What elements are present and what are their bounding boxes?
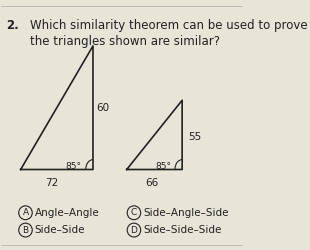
- Text: 60: 60: [97, 103, 110, 113]
- Text: Side–Angle–Side: Side–Angle–Side: [143, 208, 228, 218]
- Text: D: D: [131, 226, 137, 234]
- Text: Side–Side–Side: Side–Side–Side: [143, 225, 221, 235]
- Text: 2.: 2.: [6, 19, 19, 32]
- Text: A: A: [22, 208, 29, 217]
- Text: Angle–Angle: Angle–Angle: [35, 208, 100, 218]
- Text: 66: 66: [145, 178, 159, 188]
- Text: 72: 72: [45, 178, 59, 188]
- Text: Side–Side: Side–Side: [35, 225, 85, 235]
- Text: 85°: 85°: [66, 162, 82, 171]
- Text: 85°: 85°: [155, 162, 171, 171]
- Text: the triangles shown are similar?: the triangles shown are similar?: [30, 35, 220, 48]
- Text: C: C: [131, 208, 137, 217]
- Text: Which similarity theorem can be used to prove: Which similarity theorem can be used to …: [30, 19, 308, 32]
- Text: 55: 55: [188, 132, 202, 142]
- Text: B: B: [22, 226, 29, 234]
